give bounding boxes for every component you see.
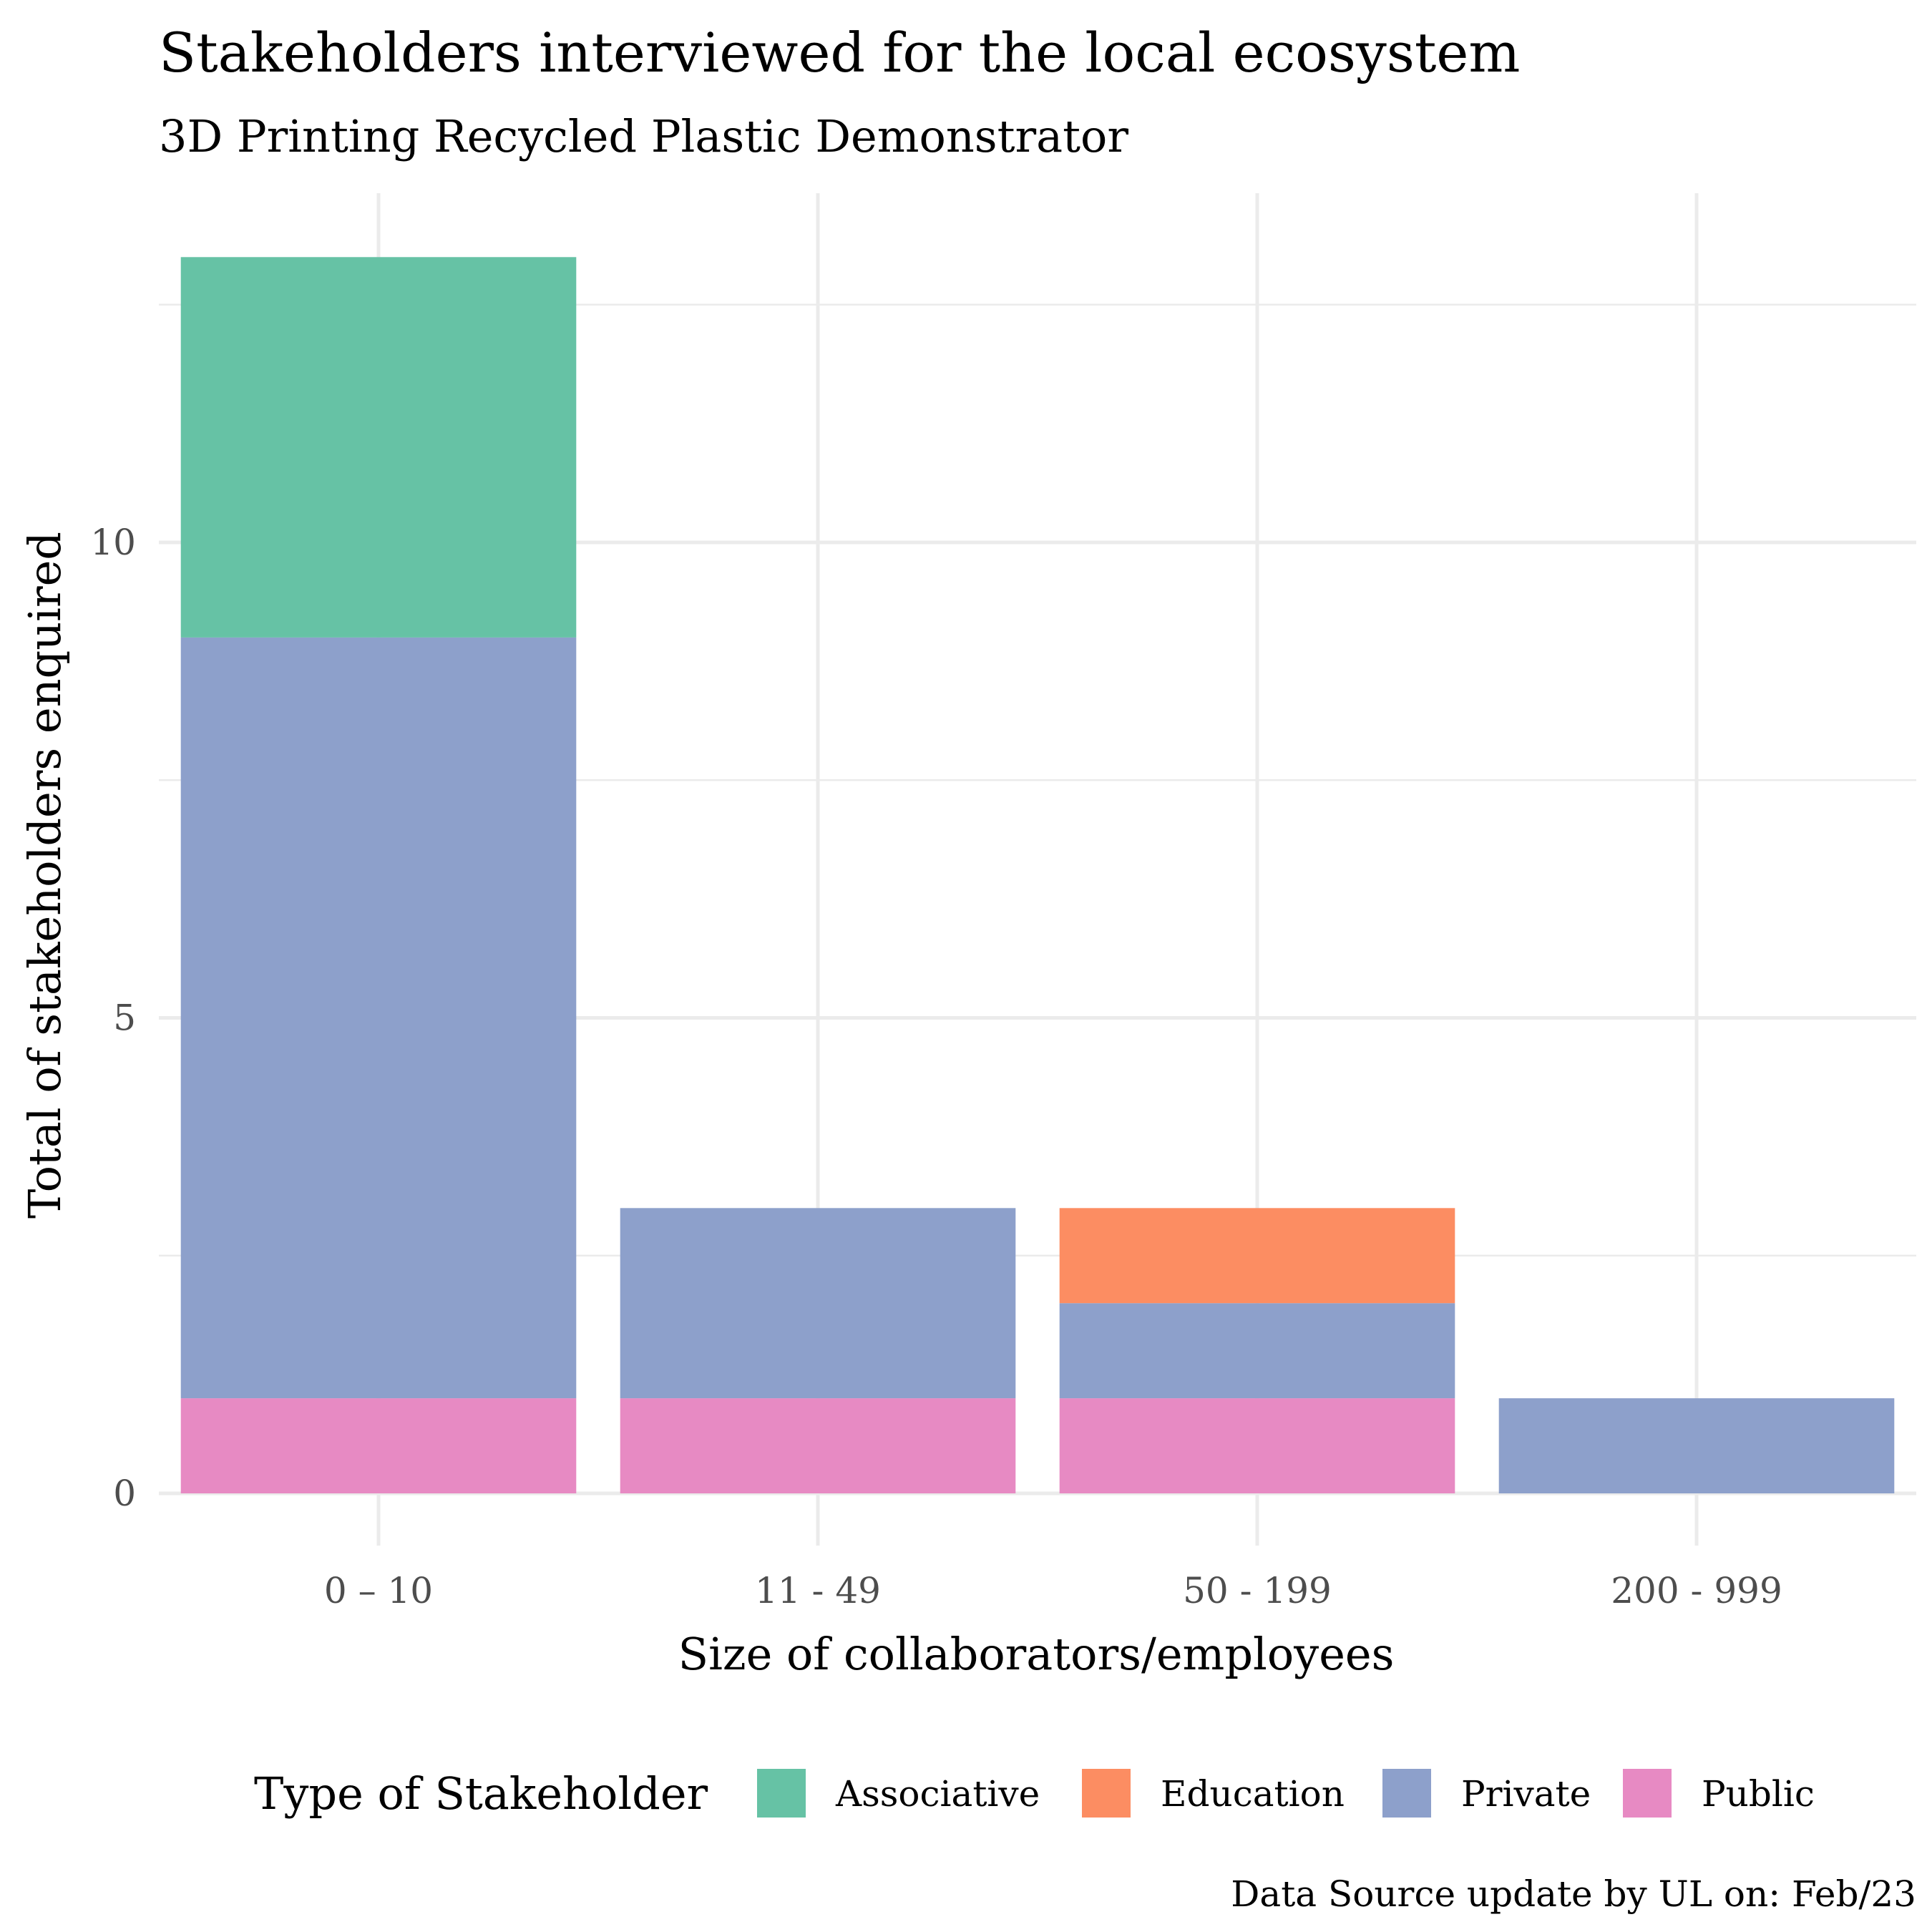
legend-label-education: Education (1161, 1773, 1345, 1815)
chart-subtitle: 3D Printing Recycled Plastic Demonstrato… (159, 110, 1128, 162)
bar-segment-public (1059, 1398, 1455, 1493)
bar-segment-private (180, 637, 577, 1399)
bars (180, 257, 1895, 1493)
x-tick-label: 11 - 49 (755, 1570, 881, 1611)
legend-key-associative (757, 1769, 806, 1818)
bar-segment-private (1498, 1398, 1895, 1493)
chart-title: Stakeholders interviewed for the local e… (159, 21, 1520, 84)
bar-segment-public (620, 1398, 1016, 1493)
legend-key-private (1382, 1769, 1431, 1818)
data-source-caption: Data Source update by UL on: Feb/23 (1231, 1873, 1916, 1915)
legend: Type of Stakeholder Associative Education… (254, 1767, 1815, 1820)
bar-segment-private (1059, 1303, 1455, 1399)
x-tick-label: 0 – 10 (324, 1570, 433, 1611)
legend-key-education (1082, 1769, 1131, 1818)
bar-segment-education (1059, 1208, 1455, 1304)
legend-key-public (1623, 1769, 1672, 1818)
tick-labels: 0 5 10 0 – 10 11 - 49 50 - 199 200 - 999 (90, 522, 1782, 1611)
legend-label-public: Public (1702, 1773, 1815, 1815)
y-tick-label: 0 (113, 1473, 136, 1514)
legend-label-private: Private (1461, 1773, 1591, 1815)
x-tick-label: 200 - 999 (1611, 1570, 1782, 1611)
y-tick-label: 10 (90, 522, 136, 563)
legend-label-associative: Associative (835, 1773, 1040, 1815)
y-axis-title: Total of stakeholders enquired (19, 532, 71, 1219)
x-tick-label: 50 - 199 (1183, 1570, 1332, 1611)
y-tick-label: 5 (113, 997, 136, 1039)
bar-segment-private (620, 1208, 1016, 1399)
legend-title: Type of Stakeholder (254, 1767, 708, 1820)
bar-segment-associative (180, 257, 577, 638)
x-axis-title: Size of collaborators/employees (678, 1628, 1395, 1680)
bar-segment-public (180, 1398, 577, 1493)
